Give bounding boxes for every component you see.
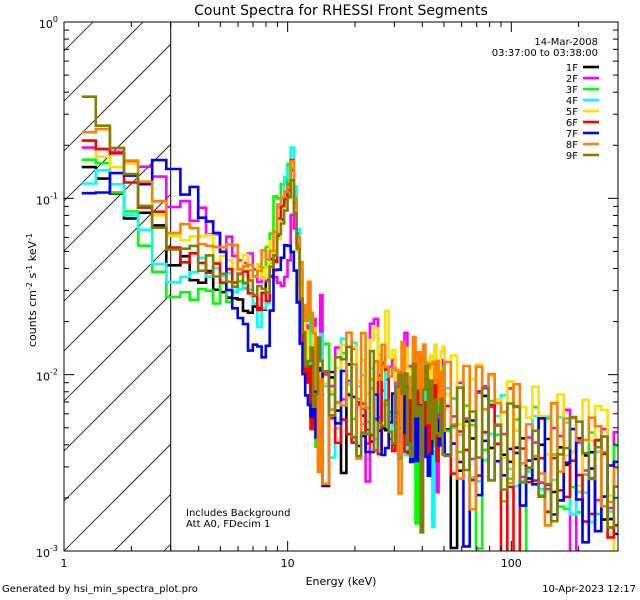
hatch-line	[63, 21, 94, 52]
date-annotation: 14-Mar-2008	[534, 37, 598, 48]
hatch-line	[63, 44, 171, 152]
y-tick-label: 10-1	[36, 191, 58, 207]
legend-label: 8F	[566, 140, 578, 151]
axes: 1 10 100 100 10-1 10-2 10-3	[36, 15, 619, 570]
hatch-line	[63, 344, 171, 452]
background-annotation: Includes Background	[186, 508, 290, 519]
legend-label: 6F	[566, 118, 578, 129]
x-tick-label: 1	[61, 557, 68, 570]
hatch-line	[113, 494, 171, 552]
y-tick-label: 10-2	[36, 368, 58, 384]
legend-label: 4F	[566, 96, 578, 107]
footer-generator: Generated by hsi_min_spectra_plot.pro	[2, 584, 198, 595]
legend-label: 2F	[566, 74, 578, 85]
time-annotation: 03:37:00 to 03:38:00	[492, 48, 598, 59]
y-axis-label: counts cm-2 s-1 keV-1	[25, 233, 39, 347]
svg-text:counts cm-2 s-1 keV-1: counts cm-2 s-1 keV-1	[25, 233, 39, 347]
x-tick-label: 10	[281, 557, 295, 570]
hatch-line	[63, 194, 171, 302]
series-line-7F	[81, 158, 618, 548]
legend-label: 1F	[566, 63, 578, 74]
footer-timestamp: 10-Apr-2023 12:17	[542, 584, 636, 595]
series-line-6F	[81, 139, 618, 551]
series-line-8F	[81, 127, 618, 527]
hatch-line	[63, 244, 171, 352]
x-tick-label: 100	[501, 557, 522, 570]
y-tick-label: 100	[39, 15, 58, 31]
x-axis-label: Energy (keV)	[306, 575, 377, 588]
legend-label: 9F	[566, 151, 578, 162]
hatch-line	[63, 394, 171, 502]
hatch-line	[63, 294, 171, 402]
hatch-line	[163, 544, 171, 552]
legend-label: 3F	[566, 85, 578, 96]
hatch-line	[63, 21, 144, 102]
legend-label: 7F	[566, 129, 578, 140]
y-tick-label: 10-3	[36, 544, 58, 560]
series-line-5F	[81, 139, 616, 551]
chart-title: Count Spectra for RHESSI Front Segments	[194, 3, 488, 19]
attenuator-annotation: Att A0, FDecim 1	[186, 519, 270, 530]
hatch-line	[63, 444, 171, 552]
hatched-region	[63, 21, 172, 552]
series-line-9F	[81, 95, 618, 534]
series-layer	[81, 95, 618, 551]
legend-label: 5F	[566, 107, 578, 118]
plot-frame	[63, 21, 619, 552]
